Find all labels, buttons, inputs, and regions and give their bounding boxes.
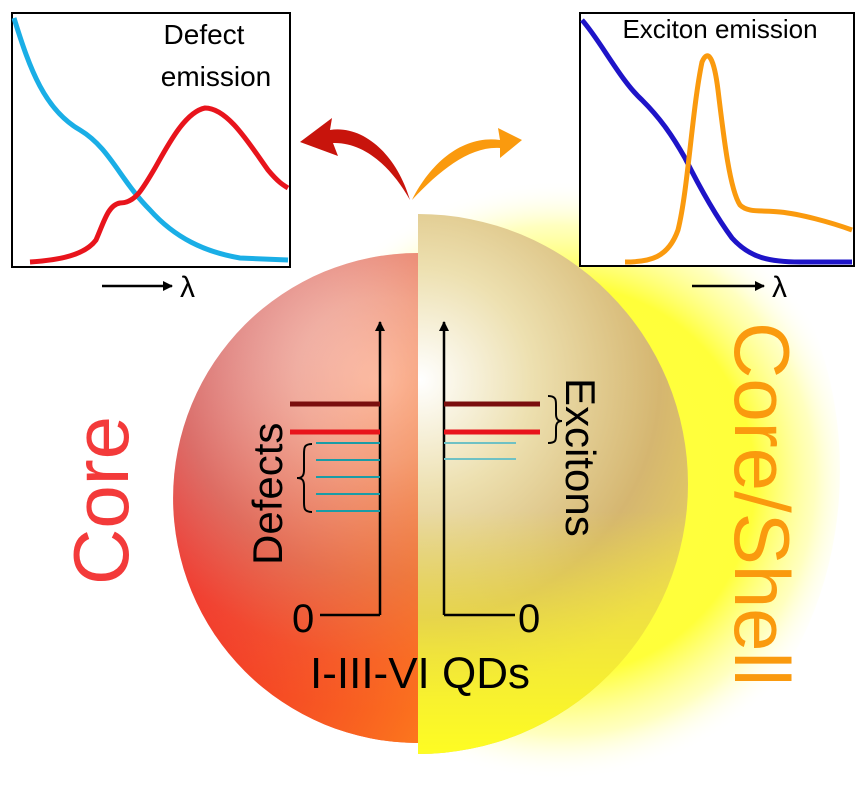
right-zero-label: 0: [518, 597, 540, 641]
page-title: I-III-VI QDs: [310, 649, 530, 698]
core-label: Core: [57, 416, 145, 585]
left-wavelength-symbol: λ: [180, 271, 195, 304]
left-inset-title-line1: Defect: [164, 19, 245, 50]
left-inset: Defect emission λ: [11, 12, 291, 304]
left-inset-title-line2: emission: [161, 61, 271, 92]
left-zero-label: 0: [292, 597, 314, 641]
excitons-label: Excitons: [557, 378, 604, 537]
right-inset-frame: [579, 12, 855, 267]
right-wavelength-symbol: λ: [772, 271, 787, 304]
core-hemisphere-bottom-tint: [173, 253, 418, 743]
right-emission-curve: [624, 53, 853, 265]
left-emission-curve: [29, 105, 290, 265]
defects-label: Defects: [244, 423, 291, 565]
arrow-to-exciton-inset: [412, 128, 522, 200]
excitons-brace: [547, 395, 563, 444]
arrow-to-defect-inset: [300, 118, 410, 200]
shell-hemisphere-bottom-tint: [418, 214, 688, 754]
right-inset: Exciton emission λ: [579, 12, 855, 304]
right-absorption-curve: [580, 18, 852, 265]
left-absorption-curve: [11, 17, 289, 263]
defects-brace: [296, 443, 313, 513]
core-shell-label: Core/Shell: [718, 322, 806, 686]
right-inset-title: Exciton emission: [622, 14, 817, 44]
